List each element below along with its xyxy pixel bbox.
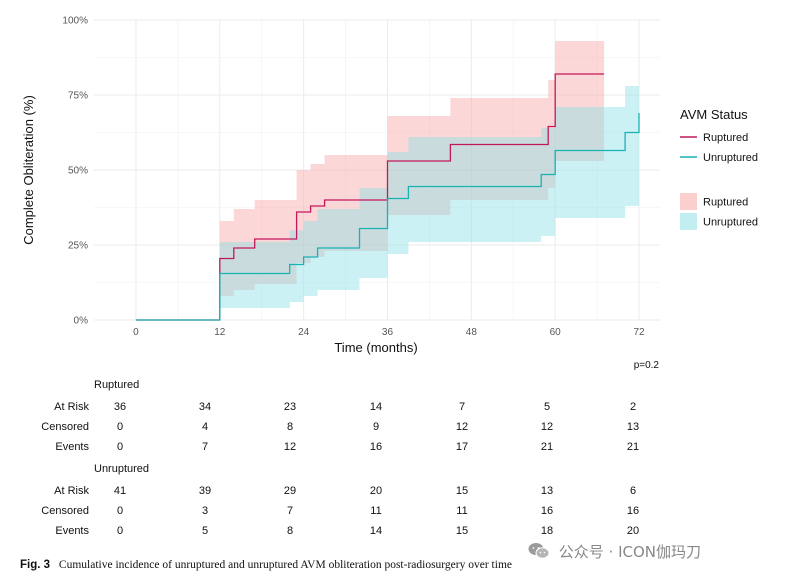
risk-row-label: At Risk: [54, 485, 89, 497]
risk-cell: 17: [456, 441, 468, 453]
y-axis-title: Complete Obliteration (%): [21, 95, 36, 245]
risk-cell: 12: [541, 421, 553, 433]
risk-cell: 34: [199, 401, 211, 413]
risk-cell: 14: [370, 401, 382, 413]
risk-cell: 41: [114, 485, 126, 497]
risk-cell: 9: [373, 421, 379, 433]
risk-cell: 2: [630, 401, 636, 413]
risk-cell: 13: [627, 421, 639, 433]
risk-cell: 23: [284, 401, 296, 413]
risk-cell: 7: [287, 505, 293, 517]
risk-cell: 6: [630, 485, 636, 497]
risk-row-label: At Risk: [54, 401, 89, 413]
x-axis-ticks: 0 12 24 36 48 60 72: [133, 327, 645, 338]
risk-cell: 0: [117, 525, 123, 537]
risk-cell: 3: [202, 505, 208, 517]
risk-cell: 21: [541, 441, 553, 453]
x-tick-label: 24: [298, 327, 310, 338]
figure-label: Fig. 3: [20, 559, 51, 571]
risk-cell: 21: [627, 441, 639, 453]
y-tick-label: 0%: [74, 316, 89, 327]
x-tick-label: 0: [133, 327, 139, 338]
wechat-icon: [528, 543, 550, 559]
risk-cell: 12: [284, 441, 296, 453]
x-tick-label: 36: [382, 327, 394, 338]
figure-caption: Fig. 3 Cumulative incidence of unrupture…: [20, 559, 512, 571]
risk-cell: 7: [202, 441, 208, 453]
risk-cell: 18: [541, 525, 553, 537]
risk-cell: 5: [544, 401, 550, 413]
legend: AVM Status Ruptured Unruptured Ruptured Unr…: [680, 107, 758, 230]
risk-row-label: Events: [55, 441, 89, 453]
risk-cell: 36: [114, 401, 126, 413]
risk-cell: 14: [370, 525, 382, 537]
risk-cell: 16: [541, 505, 553, 517]
curve-ruptured: [135, 73, 605, 321]
risk-cell: 8: [287, 421, 293, 433]
legend-label: Unruptured: [703, 217, 758, 229]
risk-cell: 0: [117, 441, 123, 453]
risk-cell: 20: [370, 485, 382, 497]
legend-swatch-ruptured: [680, 193, 697, 210]
risk-cell: 11: [370, 505, 381, 517]
risk-row-label: Censored: [41, 421, 89, 433]
curve-unruptured: [135, 113, 640, 321]
legend-label: Unruptured: [703, 152, 758, 164]
x-tick-label: 72: [633, 327, 645, 338]
risk-group-title: Unruptured: [94, 463, 149, 475]
y-tick-label: 100%: [62, 16, 88, 27]
risk-cell: 0: [117, 421, 123, 433]
risk-cell: 20: [627, 525, 639, 537]
watermark: 公众号 · ICON伽玛刀: [528, 541, 701, 562]
risk-cell: 16: [370, 441, 382, 453]
risk-cell: 4: [202, 421, 208, 433]
risk-cell: 12: [456, 421, 468, 433]
risk-cell: 7: [459, 401, 465, 413]
figure-caption-text: Cumulative incidence of unruptured and u…: [58, 559, 512, 571]
risk-cell: 16: [627, 505, 639, 517]
risk-cell: 13: [541, 485, 553, 497]
risk-cell: 8: [287, 525, 293, 537]
x-axis-title: Time (months): [334, 340, 417, 355]
x-tick-label: 48: [466, 327, 478, 338]
risk-cell: 11: [456, 505, 467, 517]
grid: [94, 19, 660, 321]
risk-cell: 15: [456, 525, 468, 537]
legend-label: Ruptured: [703, 132, 748, 144]
risk-row-label: Censored: [41, 505, 89, 517]
risk-row-label: Events: [55, 525, 89, 537]
x-tick-label: 60: [550, 327, 562, 338]
y-axis-ticks: 0% 25% 50% 75% 100%: [62, 16, 88, 327]
x-tick-label: 12: [214, 327, 226, 338]
risk-cell: 0: [117, 505, 123, 517]
watermark-text: 公众号 · ICON伽玛刀: [558, 543, 702, 561]
risk-cell: 29: [284, 485, 296, 497]
risk-cell: 5: [202, 525, 208, 537]
legend-swatch-unruptured: [680, 213, 697, 230]
y-tick-label: 50%: [68, 166, 88, 177]
p-value: p=0.2: [634, 360, 660, 371]
y-tick-label: 25%: [68, 241, 88, 252]
survival-curves: [135, 73, 640, 321]
risk-cell: 39: [199, 485, 211, 497]
band-ruptured: [135, 41, 605, 320]
legend-title: AVM Status: [680, 107, 748, 122]
risk-cell: 15: [456, 485, 468, 497]
risk-group-title: Ruptured: [94, 379, 139, 391]
y-tick-label: 75%: [68, 91, 88, 102]
legend-label: Ruptured: [703, 197, 748, 209]
